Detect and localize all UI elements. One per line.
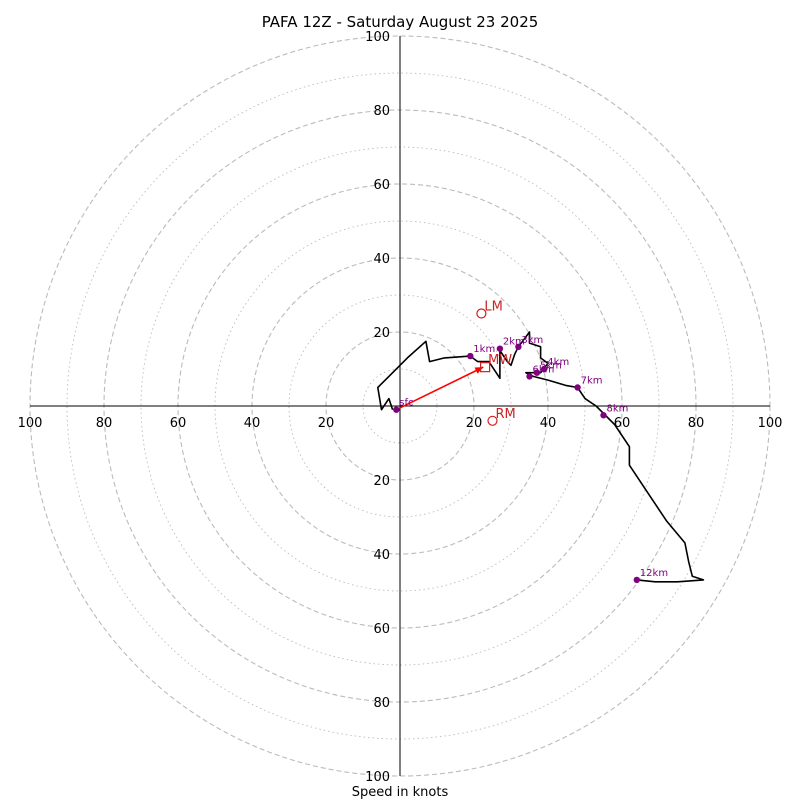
height-marker-point xyxy=(574,384,581,391)
height-marker-label: 6km xyxy=(533,364,555,375)
x-tick-label-right: 80 xyxy=(688,416,705,431)
wind-trace-layer xyxy=(376,331,705,583)
storm-motion-label: MW xyxy=(488,353,512,368)
height-marker-label: 3km xyxy=(521,335,543,346)
chart-title: PAFA 12Z - Saturday August 23 2025 xyxy=(262,13,539,31)
height-marker-label: 7km xyxy=(581,376,603,387)
height-marker-label: 12km xyxy=(640,568,668,579)
y-tick-label-down: 20 xyxy=(373,474,390,489)
x-tick-label-left: 20 xyxy=(318,416,335,431)
height-marker-point xyxy=(541,365,548,373)
height-marker-label: 4km xyxy=(547,357,569,368)
height-marker-point xyxy=(526,373,533,380)
y-tick-label-up: 20 xyxy=(373,326,390,341)
x-tick-label-right: 60 xyxy=(614,416,631,431)
left-mover-marker xyxy=(476,308,487,319)
height-marker-label: sfc xyxy=(399,398,413,409)
x-tick-label-right: 40 xyxy=(540,416,557,431)
height-marker-point xyxy=(393,406,400,413)
height-marker-label: 1km xyxy=(473,344,495,355)
y-tick-label-up: 80 xyxy=(373,104,390,119)
x-tick-label-left: 60 xyxy=(170,416,187,431)
height-marker-point xyxy=(533,369,541,376)
y-tick-label-down: 60 xyxy=(373,622,390,637)
x-tick-label-left: 100 xyxy=(18,416,43,431)
y-tick-label-down: 80 xyxy=(373,696,390,711)
tick-labels: 20 20 20 20 40 40 40 40 60 60 60 60 80 80 80 80 100 100 10… xyxy=(18,30,783,785)
height-marker-point xyxy=(633,576,640,584)
x-tick-label-right: 100 xyxy=(758,416,783,431)
height-marker-label: 5km xyxy=(540,361,562,372)
y-tick-label-up: 60 xyxy=(373,178,390,193)
x-tick-label-left: 40 xyxy=(244,416,261,431)
axes xyxy=(30,36,770,776)
height-marker-label: 8km xyxy=(607,403,629,414)
height-marker-point xyxy=(467,352,474,360)
storm-motion-layer: LM MW RM xyxy=(476,300,516,426)
height-marker-point xyxy=(600,412,607,419)
x-tick-label-left: 80 xyxy=(96,416,113,431)
right-mover-marker xyxy=(487,415,498,426)
y-tick-label-down: 100 xyxy=(365,770,390,785)
storm-motion-label: RM xyxy=(496,407,516,422)
height-marker-point xyxy=(515,343,522,350)
x-tick-label-right: 20 xyxy=(466,416,483,431)
height-marker-label: 2km xyxy=(503,337,525,348)
x-axis-label: Speed in knots xyxy=(352,785,449,800)
y-tick-label-up: 100 xyxy=(365,30,390,45)
height-marker-point xyxy=(496,345,504,352)
mean-wind-marker xyxy=(480,362,491,373)
bunkers-vector-line xyxy=(395,366,484,411)
wind-trace-line xyxy=(376,331,705,583)
y-tick-label-up: 40 xyxy=(373,252,390,267)
y-tick-label-down: 40 xyxy=(373,548,390,563)
storm-motion-label: LM xyxy=(484,300,502,315)
